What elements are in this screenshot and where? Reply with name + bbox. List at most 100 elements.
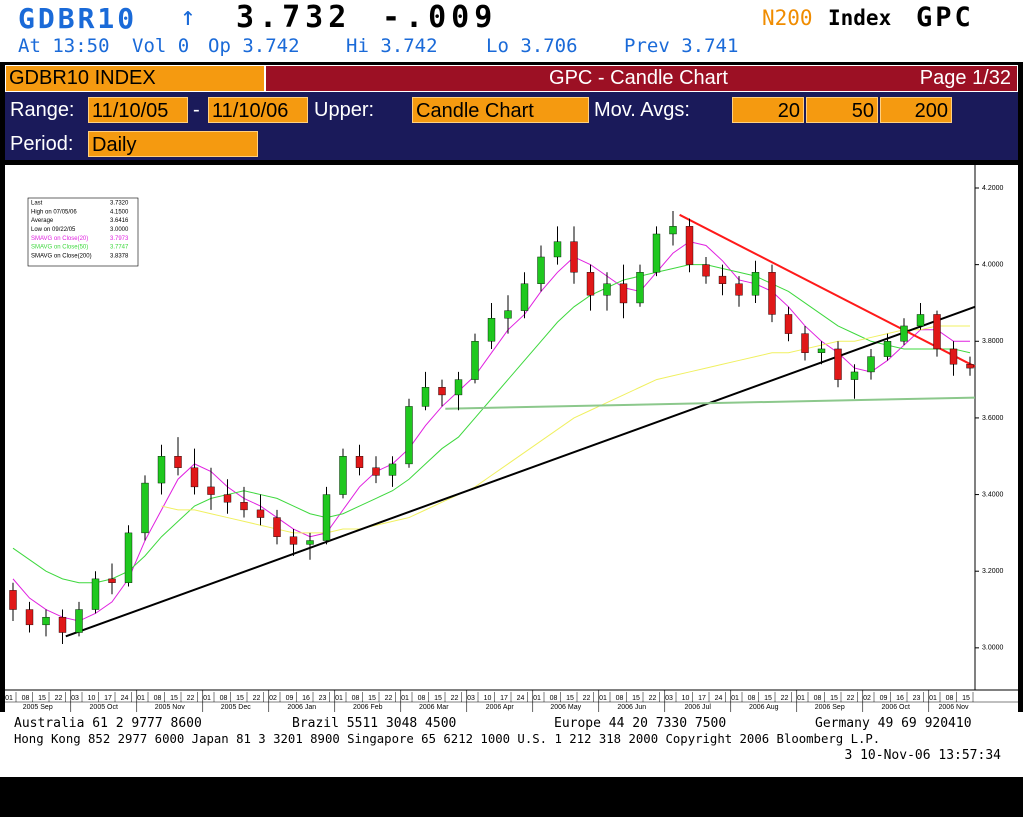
period-select[interactable]: Daily [88, 131, 258, 157]
mavg-field[interactable]: 50 [806, 97, 878, 123]
x-tick-label: 08 [352, 695, 360, 702]
month-label: 2006 Jun [617, 704, 646, 711]
candle-body [850, 371, 859, 380]
month-label: 2006 May [550, 704, 581, 711]
candle-body [223, 494, 232, 503]
end-date[interactable]: 11/10/06 [208, 97, 308, 123]
x-tick-label: 02 [863, 695, 871, 702]
stat-value: 3.0000 [110, 227, 129, 233]
x-tick-label: 17 [104, 695, 112, 702]
candle-body [520, 283, 529, 311]
x-tick-label: 22 [847, 695, 855, 702]
x-tick-label: 17 [500, 695, 508, 702]
x-tick-label: 24 [715, 695, 723, 702]
candle-body [949, 348, 958, 365]
candle-body [867, 356, 875, 373]
candle-body [339, 456, 347, 495]
upper-select[interactable]: Candle Chart [412, 97, 589, 123]
x-tick-label: 10 [484, 695, 492, 702]
x-tick-label: 16 [896, 695, 904, 702]
candle-body [718, 275, 727, 284]
start-date[interactable]: 11/10/05 [88, 97, 188, 123]
x-tick-label: 08 [22, 695, 30, 702]
stat-label: Low on 09/22/05 [31, 227, 76, 233]
x-tick-label: 22 [385, 695, 393, 702]
x-tick-label: 15 [368, 695, 376, 702]
arrow: ↑ [180, 2, 196, 32]
x-tick-label: 08 [220, 695, 228, 702]
candle-body [751, 272, 760, 296]
range-label: Range: [10, 99, 75, 121]
candle-body [636, 272, 644, 304]
x-tick-label: 15 [236, 695, 244, 702]
candle-body [933, 314, 941, 350]
change: -.009 [382, 0, 498, 35]
stat-value: 3.7973 [110, 236, 129, 242]
x-tick-label: 15 [38, 695, 46, 702]
candle-body [685, 226, 694, 265]
x-tick-label: 22 [187, 695, 195, 702]
candle-body [141, 482, 149, 534]
footer: Australia 61 2 9777 8600 Brazil 5511 304… [0, 712, 1023, 777]
x-tick-label: 03 [71, 695, 79, 702]
x-tick-label: 22 [781, 695, 789, 702]
stat-label: Average [31, 218, 54, 224]
x-tick-label: 08 [154, 695, 162, 702]
chart-title: GPC - Candle Chart [549, 67, 728, 89]
price: 3.732 [236, 0, 352, 35]
x-tick-label: 01 [599, 695, 607, 702]
stat-value: 3.7747 [110, 245, 129, 251]
trend-line [445, 396, 975, 410]
y-tick-label: 4.0000 [982, 261, 1004, 268]
candle-body [42, 616, 50, 626]
x-tick-label: 01 [929, 695, 937, 702]
candle-body [883, 341, 892, 357]
month-label: 2005 Nov [155, 704, 185, 711]
x-tick-label: 08 [616, 695, 624, 702]
moving-average [12, 241, 970, 622]
x-tick-label: 01 [137, 695, 145, 702]
month-label: 2006 Aug [749, 704, 779, 711]
y-tick-label: 3.8000 [982, 338, 1004, 345]
trend-line [65, 305, 976, 638]
candle-body [322, 494, 331, 541]
month-label: 2005 Oct [90, 704, 118, 711]
timestamp: 3 10-Nov-06 13:57:34 [844, 748, 1001, 763]
candle-body [75, 609, 83, 633]
plot-background [5, 165, 1018, 712]
mavg-field[interactable]: 20 [732, 97, 804, 123]
candle-body [289, 536, 298, 545]
month-label: 2006 Mar [419, 704, 449, 711]
candle-body [916, 314, 925, 327]
x-tick-label: 15 [170, 695, 178, 702]
x-tick-label: 15 [434, 695, 442, 702]
candle-body [240, 502, 248, 511]
x-tick-label: 01 [335, 695, 343, 702]
candle-body [784, 314, 793, 334]
month-label: 2006 Jan [287, 704, 316, 711]
x-tick-label: 01 [797, 695, 805, 702]
month-label: 2006 Feb [353, 704, 383, 711]
x-tick-label: 08 [814, 695, 822, 702]
candle-body [801, 333, 809, 353]
x-tick-label: 23 [913, 695, 921, 702]
quote-low: Lo 3.706 [486, 35, 578, 57]
x-tick-label: 15 [632, 695, 640, 702]
chart: 3.0000 3.2000 3.4000 3.6000 3.8000 4.0000 4.20… [5, 165, 1018, 712]
candle-body [553, 241, 562, 258]
security-box: GDBR10 INDEX [5, 65, 265, 92]
stat-value: 3.8378 [110, 253, 129, 259]
x-tick-label: 10 [88, 695, 96, 702]
candle-body [421, 387, 430, 407]
candle-body [9, 590, 17, 610]
y-tick-label: 3.6000 [982, 415, 1004, 422]
candle-body [652, 233, 661, 273]
candle-body [702, 264, 710, 277]
candle-body [174, 456, 182, 468]
mavg-field[interactable]: 200 [880, 97, 952, 123]
candle-body [25, 609, 34, 626]
range-dash: - [193, 99, 200, 121]
candle-body [124, 532, 133, 583]
market: Index [828, 6, 892, 30]
moving-average [12, 264, 971, 584]
